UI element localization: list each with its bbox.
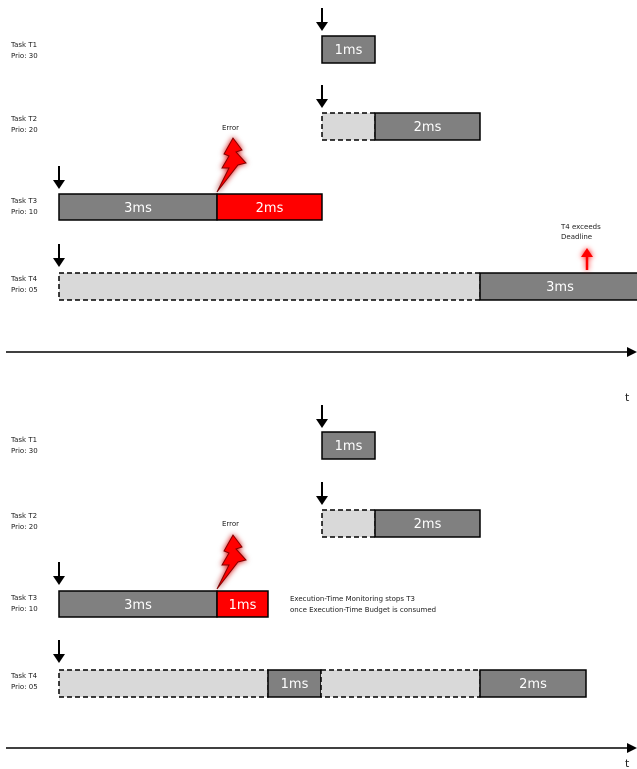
bar-t2-wait bbox=[321, 509, 376, 538]
activation-arrow-t2 bbox=[316, 85, 328, 108]
bar-t4-run: 3ms bbox=[479, 272, 637, 301]
task-prio: Prio: 20 bbox=[11, 523, 38, 531]
task-prio: Prio: 20 bbox=[11, 126, 38, 134]
axis-label: t bbox=[625, 391, 630, 404]
scenario-top: Task T1 Prio: 30 Task T2 Prio: 20 Task T… bbox=[6, 8, 637, 404]
activation-arrow-t4 bbox=[53, 244, 65, 267]
svg-text:2ms: 2ms bbox=[256, 201, 284, 216]
bar-t4-run-2: 2ms bbox=[479, 669, 587, 698]
task-prio: Prio: 30 bbox=[11, 447, 38, 455]
task-name: Task T2 bbox=[10, 115, 37, 123]
svg-text:3ms: 3ms bbox=[124, 201, 152, 216]
bar-t3-run: 3ms bbox=[58, 193, 218, 221]
task-prio: Prio: 10 bbox=[11, 208, 38, 216]
task-name: Task T1 bbox=[10, 436, 37, 444]
activation-arrow-t1 bbox=[316, 405, 328, 428]
task-label-t2: Task T2 Prio: 20 bbox=[10, 512, 38, 531]
task-label-t3: Task T3 Prio: 10 bbox=[10, 594, 38, 613]
bar-t4-wait-2 bbox=[320, 669, 481, 698]
task-name: Task T3 bbox=[10, 197, 37, 205]
time-axis: t bbox=[6, 743, 637, 769]
task-label-t1: Task T1 Prio: 30 bbox=[10, 436, 38, 455]
svg-text:2ms: 2ms bbox=[414, 517, 442, 532]
svg-text:2ms: 2ms bbox=[519, 677, 547, 692]
task-prio: Prio: 10 bbox=[11, 605, 38, 613]
activation-arrow-t3 bbox=[53, 562, 65, 585]
axis-label: t bbox=[625, 757, 630, 769]
bar-t1-run: 1ms bbox=[321, 35, 376, 64]
task-name: Task T1 bbox=[10, 41, 37, 49]
task-label-t2: Task T2 Prio: 20 bbox=[10, 115, 38, 134]
svg-text:3ms: 3ms bbox=[546, 280, 574, 295]
scenario-bottom: Task T1 Prio: 30 Task T2 Prio: 20 Task T… bbox=[6, 405, 637, 769]
activation-arrow-t1 bbox=[316, 8, 328, 31]
task-label-t4: Task T4 Prio: 05 bbox=[10, 672, 38, 691]
deadline-note-line2: Deadline bbox=[561, 233, 592, 241]
bar-t3-error: 2ms bbox=[216, 193, 323, 221]
monitor-note-line1: Execution-Time Monitoring stops T3 bbox=[290, 595, 415, 603]
task-prio: Prio: 05 bbox=[11, 683, 38, 691]
deadline-arrow-icon bbox=[581, 248, 593, 270]
bar-t3-error: 1ms bbox=[216, 590, 269, 618]
task-name: Task T4 bbox=[10, 672, 38, 680]
bar-t1-run: 1ms bbox=[321, 431, 376, 460]
bar-t4-wait bbox=[58, 272, 481, 301]
bar-t2-run: 2ms bbox=[374, 509, 481, 538]
bar-t3-run: 3ms bbox=[58, 590, 218, 618]
activation-arrow-t3 bbox=[53, 166, 65, 189]
svg-text:1ms: 1ms bbox=[281, 677, 309, 692]
task-label-t1: Task T1 Prio: 30 bbox=[10, 41, 38, 60]
task-name: Task T2 bbox=[10, 512, 37, 520]
task-label-t4: Task T4 Prio: 05 bbox=[10, 275, 38, 294]
task-prio: Prio: 05 bbox=[11, 286, 38, 294]
error-label: Error bbox=[222, 124, 239, 132]
svg-text:1ms: 1ms bbox=[229, 598, 257, 613]
bar-t2-run: 2ms bbox=[374, 112, 481, 141]
monitor-note-line2: once Execution-Time Budget is consumed bbox=[290, 606, 436, 614]
task-prio: Prio: 30 bbox=[11, 52, 38, 60]
time-axis: t bbox=[6, 347, 637, 404]
svg-text:3ms: 3ms bbox=[124, 598, 152, 613]
svg-text:2ms: 2ms bbox=[414, 120, 442, 135]
svg-text:1ms: 1ms bbox=[335, 43, 363, 58]
bar-t4-run-1: 1ms bbox=[267, 669, 322, 698]
error-label: Error bbox=[222, 520, 239, 528]
bar-t2-wait bbox=[321, 112, 376, 141]
task-name: Task T4 bbox=[10, 275, 38, 283]
activation-arrow-t4 bbox=[53, 640, 65, 663]
task-label-t3: Task T3 Prio: 10 bbox=[10, 197, 38, 216]
lightning-icon bbox=[216, 534, 247, 590]
activation-arrow-t2 bbox=[316, 482, 328, 505]
svg-text:1ms: 1ms bbox=[335, 439, 363, 454]
deadline-note-line1: T4 exceeds bbox=[560, 223, 601, 231]
bar-t4-wait-1 bbox=[58, 669, 269, 698]
lightning-icon bbox=[216, 137, 247, 193]
task-name: Task T3 bbox=[10, 594, 37, 602]
